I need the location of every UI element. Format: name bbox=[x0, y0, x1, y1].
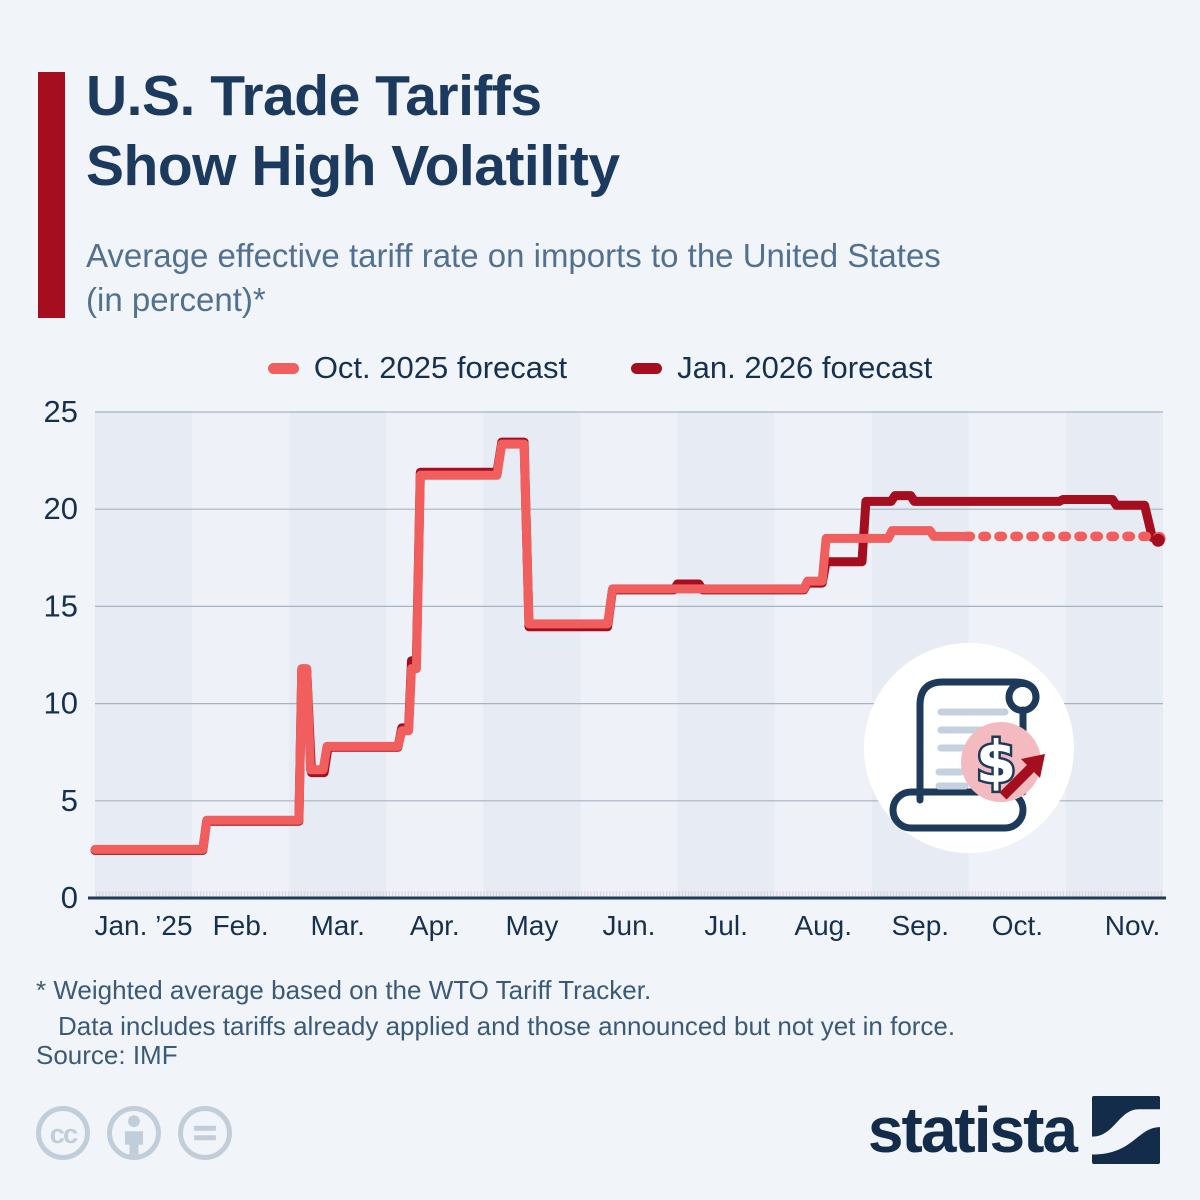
y-tick-label-15: 15 bbox=[44, 588, 78, 623]
scroll-top-roll bbox=[1005, 680, 1040, 714]
x-tick-label-Jun: Jun. bbox=[603, 910, 656, 941]
x-tick-label-Mar: Mar. bbox=[310, 910, 364, 941]
statista-wordmark: statista bbox=[867, 1094, 1078, 1166]
title-line-2: Show High Volatility bbox=[86, 133, 620, 198]
legend-item-jan-2026: Jan. 2026 forecast bbox=[631, 350, 932, 386]
subtitle-line-2: (in percent)* bbox=[86, 280, 266, 318]
legend-marker-icon bbox=[631, 362, 663, 374]
month-band bbox=[289, 412, 387, 898]
line-oct-2025-forecast-dotted bbox=[962, 531, 1164, 544]
month-band bbox=[386, 412, 484, 898]
legend-marker-icon bbox=[267, 362, 299, 374]
y-tick-label-5: 5 bbox=[61, 783, 78, 818]
page-title: U.S. Trade Tariffs Show High Volatility bbox=[86, 62, 620, 201]
line-oct-2025-forecast-solid bbox=[90, 439, 972, 854]
chart-legend: Oct. 2025 forecast Jan. 2026 forecast bbox=[0, 350, 1200, 386]
legend-item-oct-2025: Oct. 2025 forecast bbox=[267, 350, 568, 386]
x-tick-label-May: May bbox=[505, 910, 558, 941]
y-tick-label-0: 0 bbox=[61, 880, 78, 915]
source-label: Source: IMF bbox=[36, 1040, 178, 1070]
x-tick-label-Jul: Jul. bbox=[704, 910, 748, 941]
x-tick-label-Nov: Nov. bbox=[1105, 910, 1161, 941]
footnotes: * Weighted average based on the WTO Tari… bbox=[36, 972, 955, 1045]
chart-subtitle: Average effective tariff rate on imports… bbox=[86, 234, 941, 321]
x-tick-label-Feb: Feb. bbox=[213, 910, 269, 941]
footnote-line-2: Data includes tariffs already applied an… bbox=[58, 1011, 956, 1042]
x-tick-label-Aug: Aug. bbox=[794, 910, 852, 941]
y-tick-label-25: 25 bbox=[44, 398, 78, 429]
cc-icon: cc bbox=[36, 1106, 90, 1160]
x-tick-label-Apr: Apr. bbox=[410, 910, 460, 941]
svg-text:cc: cc bbox=[50, 1118, 78, 1149]
x-tick-label-Jan25: Jan. ’25 bbox=[94, 910, 192, 941]
subtitle-line-1: Average effective tariff rate on imports… bbox=[86, 237, 941, 274]
month-band bbox=[580, 412, 678, 898]
tariff-document-icon: $ bbox=[864, 643, 1074, 853]
title-accent-bar bbox=[38, 72, 65, 318]
tariff-line-chart: 0 5 10 15 20 25 Jan. ’25 Feb. Mar. Apr. May Jun. Jul… bbox=[44, 398, 1166, 941]
title-line-1: U.S. Trade Tariffs bbox=[86, 64, 542, 128]
cc-nd-equals-icon bbox=[178, 1106, 232, 1160]
x-tick-label-Sep: Sep. bbox=[891, 910, 949, 941]
legend-label: Oct. 2025 forecast bbox=[313, 350, 568, 385]
month-band bbox=[1065, 412, 1163, 898]
month-band bbox=[483, 412, 581, 898]
y-tick-label-20: 20 bbox=[44, 491, 78, 526]
month-band bbox=[95, 412, 193, 898]
rising-arrow-icon bbox=[999, 754, 1045, 800]
cc-by-person-icon bbox=[107, 1106, 161, 1160]
y-tick-label-10: 10 bbox=[44, 686, 78, 721]
footnote-line-1: * Weighted average based on the WTO Tari… bbox=[36, 975, 652, 1005]
x-tick-label-Oct: Oct. bbox=[992, 910, 1043, 941]
month-band bbox=[677, 412, 775, 898]
statista-logo-icon bbox=[1092, 1096, 1160, 1164]
end-dot-jan-2026 bbox=[1151, 533, 1165, 547]
statista-branding: statista bbox=[868, 1096, 1160, 1164]
cc-license-badges: cc bbox=[34, 1104, 234, 1162]
legend-label: Jan. 2026 forecast bbox=[677, 350, 933, 385]
month-band bbox=[774, 412, 872, 898]
scroll-bottom-roll bbox=[889, 788, 1027, 832]
